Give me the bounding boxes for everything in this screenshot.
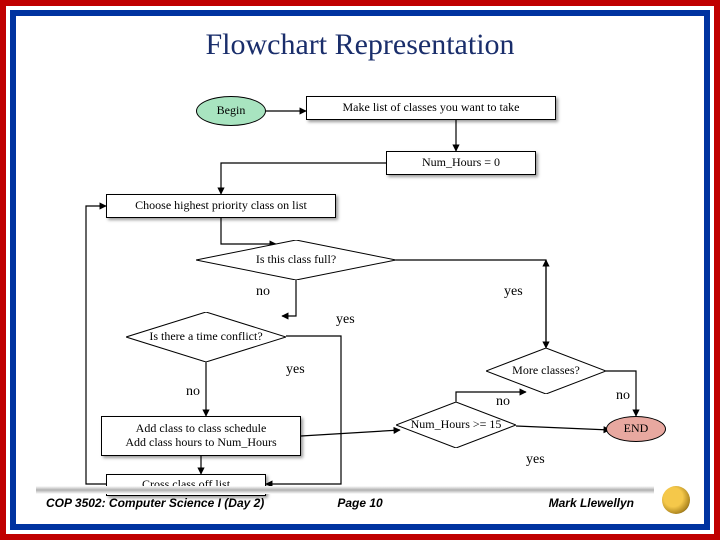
node-label: More classes? (486, 348, 606, 394)
ucf-logo-icon (662, 486, 690, 514)
edge-label: no (496, 394, 510, 410)
edge-addclass-nh15 (301, 430, 400, 436)
edge-label: yes (286, 362, 305, 378)
node-time: Is there a time conflict? (126, 312, 286, 362)
node-end: END (606, 416, 666, 442)
footer: COP 3502: Computer Science I (Day 2) Pag… (16, 486, 704, 516)
node-makelist: Make list of classes you want to take (306, 96, 556, 120)
node-numh0: Num_Hours = 0 (386, 151, 536, 175)
edge-numh0-choose (221, 163, 386, 194)
slide-title: Flowchart Representation (16, 28, 704, 62)
node-full: Is this class full? (196, 240, 396, 280)
edge-label: yes (336, 312, 355, 328)
edge-full-cross (396, 260, 546, 348)
edge-label: yes (526, 452, 545, 468)
edge-nh15-end (516, 426, 610, 430)
node-choose: Choose highest priority class on list (106, 194, 336, 218)
slide-inner: Flowchart Representation Begin Make list … (10, 10, 710, 530)
slide-frame: Flowchart Representation Begin Make list … (0, 0, 720, 540)
node-more: More classes? (486, 348, 606, 394)
node-addclass: Add class to class scheduleAdd class hou… (101, 416, 301, 456)
node-label: Is there a time conflict? (126, 312, 286, 362)
footer-divider (36, 486, 654, 494)
edge-label: no (256, 284, 270, 300)
edge-label: yes (504, 284, 523, 300)
edge-label: no (616, 388, 630, 404)
footer-author: Mark Llewellyn (549, 496, 634, 510)
edge-label: no (186, 384, 200, 400)
node-begin: Begin (196, 96, 266, 126)
node-label: Is this class full? (196, 240, 396, 280)
edge-full-time (282, 280, 296, 316)
